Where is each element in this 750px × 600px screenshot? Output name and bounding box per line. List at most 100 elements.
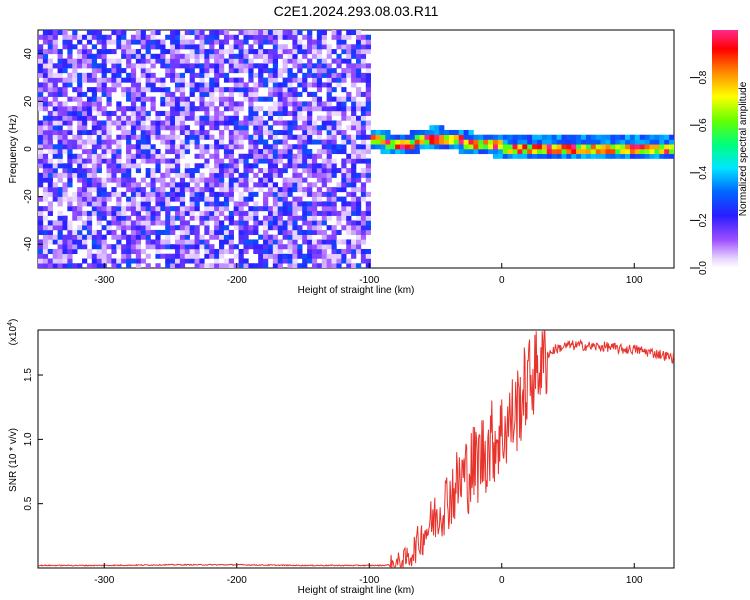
spectrogram-cell xyxy=(42,139,49,145)
spectrogram-cell xyxy=(375,129,381,136)
spectrogram-cell xyxy=(316,196,323,202)
spectrogram-cell xyxy=(228,229,234,235)
spectrogram-cell xyxy=(297,163,303,169)
spectrogram-cell xyxy=(106,258,112,264)
spectrogram-cell xyxy=(52,106,58,112)
spectrogram-cell xyxy=(238,234,244,240)
spectrogram-cell xyxy=(38,177,44,183)
spectrogram-cell xyxy=(62,44,68,50)
spectrogram-cell xyxy=(194,177,200,183)
spectrogram-cell xyxy=(297,139,303,145)
spectrogram-cell xyxy=(248,187,254,193)
spectrogram-cell xyxy=(228,87,234,93)
spectrogram-cell xyxy=(395,149,401,155)
spectrogram-cell xyxy=(150,96,156,102)
spectrogram-cell xyxy=(91,87,98,93)
spectrogram-cell xyxy=(38,210,44,216)
spectrogram-cell xyxy=(541,149,548,155)
spectrogram-cell xyxy=(116,115,122,121)
spectrogram-cell xyxy=(233,206,239,212)
spectrogram-cell xyxy=(170,34,176,40)
spectrogram-cell xyxy=(38,149,44,155)
spectrogram-cell xyxy=(277,172,283,178)
spectrogram-cell xyxy=(184,44,190,50)
spectrogram-cell xyxy=(179,201,186,207)
spectrogram-cell xyxy=(165,168,171,174)
spectrogram-cell xyxy=(263,68,269,74)
spectrogram-cell xyxy=(96,153,102,159)
spectrogram-cell xyxy=(277,210,283,216)
spectrogram-cell xyxy=(336,44,342,50)
spectrogram-cell xyxy=(331,253,337,259)
spectrogram-cell xyxy=(228,44,234,50)
spectrogram-cell xyxy=(272,34,279,40)
spectrogram-cell xyxy=(130,220,137,226)
spectrogram-cell xyxy=(253,172,259,178)
spectrogram-cell xyxy=(321,244,327,250)
spectrogram-cell xyxy=(302,210,308,216)
spectrogram-cell xyxy=(346,49,352,55)
spectrogram-cell xyxy=(267,220,274,226)
spectrogram-cell xyxy=(277,229,283,235)
spectrogram-cell xyxy=(302,106,308,112)
spectrogram-cell xyxy=(140,129,146,136)
spectrogram-cell xyxy=(581,153,587,159)
spectrogram-cell xyxy=(219,239,225,245)
spectrogram-cell xyxy=(72,196,78,202)
spectrogram-cell xyxy=(42,129,49,136)
spectrogram-cell xyxy=(179,129,186,136)
spectrogram-cell xyxy=(223,234,230,240)
spectrogram-cell xyxy=(96,134,102,140)
spectrogram-cell xyxy=(67,115,73,121)
spectrogram-cell xyxy=(174,96,181,102)
spectrogram-cell xyxy=(72,172,78,178)
spectrogram-cell xyxy=(336,101,342,107)
spectrogram-cell xyxy=(263,110,269,116)
spectrogram-cell xyxy=(404,139,411,145)
spectrogram-cell xyxy=(615,134,621,140)
spectrogram-cell xyxy=(155,149,161,155)
spectrogram-cell xyxy=(82,120,88,126)
spectrogram-cell xyxy=(170,49,176,55)
spectrogram-cell xyxy=(649,134,655,140)
spectrogram-cell xyxy=(346,206,352,212)
spectrogram-cell xyxy=(214,168,220,174)
spectrogram-cell xyxy=(326,63,332,69)
spectrogram-cell xyxy=(331,134,337,140)
spectrogram-cell xyxy=(287,53,293,59)
spectrogram-cell xyxy=(551,153,557,159)
spectrogram-cell xyxy=(145,129,151,136)
spectrogram-cell xyxy=(522,134,528,140)
spectrogram-cell xyxy=(204,201,210,207)
spectrogram-cell xyxy=(253,49,259,55)
spectrogram-cell xyxy=(189,177,195,183)
spectrogram-cell xyxy=(72,215,78,221)
spectrogram-cell xyxy=(311,72,318,78)
spectrogram-cell xyxy=(409,149,416,155)
spectrogram-cell xyxy=(189,206,195,212)
spectrogram-cell xyxy=(204,91,210,97)
spectrogram-cell xyxy=(292,229,298,235)
spectrogram-cell xyxy=(321,177,327,183)
spectrogram-cell xyxy=(307,172,313,178)
spectrogram-cell xyxy=(253,125,259,131)
spectrogram-cell xyxy=(106,229,112,235)
spectrogram-cell xyxy=(272,187,279,193)
spectrogram-cell xyxy=(86,187,93,193)
spectrogram-cell xyxy=(121,39,127,45)
spectrogram-cell xyxy=(277,68,283,74)
spectrogram-cell xyxy=(130,72,137,78)
spectrogram-cell xyxy=(546,149,552,155)
spectrogram-cell xyxy=(331,96,337,102)
spectrogram-cell xyxy=(585,134,592,140)
spectrogram-cell xyxy=(341,68,347,74)
spectrogram-cell xyxy=(331,87,337,93)
spectrogram-cell xyxy=(453,129,460,136)
spectrogram-cell xyxy=(47,177,53,183)
spectrogram-cell xyxy=(307,153,313,159)
spectrogram-cell xyxy=(546,134,552,140)
spectrogram-cell xyxy=(174,115,181,121)
spectrogram-cell xyxy=(219,248,225,255)
spectrogram-cell xyxy=(277,87,283,93)
spectrogram-cell xyxy=(47,91,53,97)
